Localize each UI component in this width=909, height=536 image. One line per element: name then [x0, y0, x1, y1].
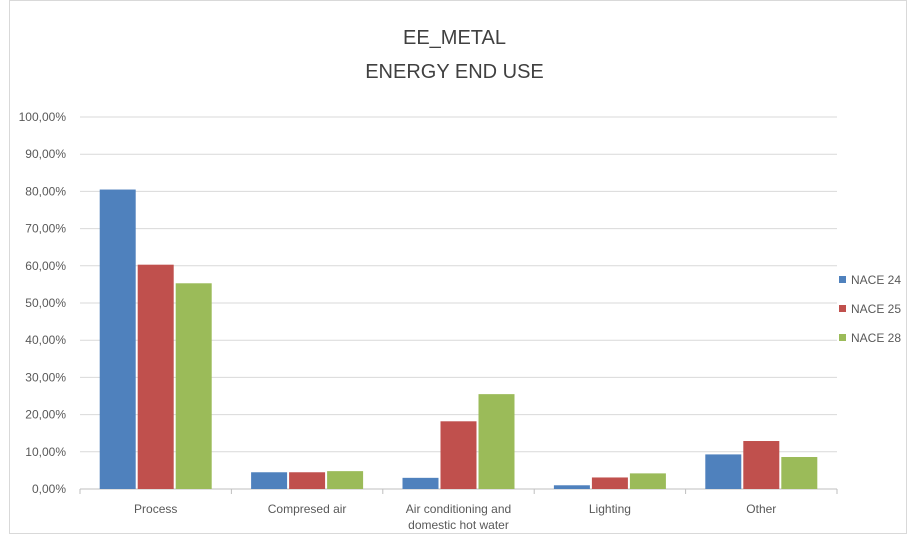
legend-swatch: [839, 305, 846, 312]
chart-title-line-1: EE_METAL: [403, 27, 506, 49]
y-tick-label: 30,00%: [25, 370, 66, 384]
y-tick-label: 0,00%: [32, 482, 66, 496]
y-tick-label: 90,00%: [25, 147, 66, 161]
y-tick-label: 20,00%: [25, 408, 66, 422]
bar: [251, 472, 288, 489]
y-tick-label: 40,00%: [25, 333, 66, 347]
legend-label: NACE 24: [851, 273, 901, 287]
y-tick-label: 70,00%: [25, 222, 66, 236]
bar: [478, 394, 515, 489]
chart-title-line-2: ENERGY END USE: [365, 61, 544, 83]
bar: [743, 441, 780, 489]
y-tick-label: 80,00%: [25, 184, 66, 198]
y-tick-label: 50,00%: [25, 296, 66, 310]
x-tick-label: Compresed air: [268, 502, 347, 516]
bar: [591, 477, 628, 489]
x-tick-label: Air conditioning and: [406, 502, 511, 516]
bar: [175, 283, 212, 489]
bar: [629, 473, 666, 489]
y-tick-label: 60,00%: [25, 259, 66, 273]
bar: [402, 477, 439, 489]
bar: [553, 485, 590, 489]
bar: [99, 189, 136, 490]
legend-label: NACE 25: [851, 302, 901, 316]
x-tick-label: Lighting: [589, 502, 631, 516]
legend-swatch: [839, 334, 846, 341]
bar: [327, 471, 364, 489]
x-tick-label: domestic hot water: [408, 518, 509, 532]
bar: [440, 421, 477, 489]
y-tick-label: 100,00%: [19, 110, 67, 124]
bar: [781, 457, 818, 489]
bar: [289, 472, 326, 489]
legend-label: NACE 28: [851, 331, 901, 345]
bar: [137, 264, 174, 489]
legend-swatch: [839, 276, 846, 283]
x-tick-label: Other: [746, 502, 776, 516]
bar: [705, 454, 742, 489]
y-tick-label: 10,00%: [25, 445, 66, 459]
x-tick-label: Process: [134, 502, 177, 516]
